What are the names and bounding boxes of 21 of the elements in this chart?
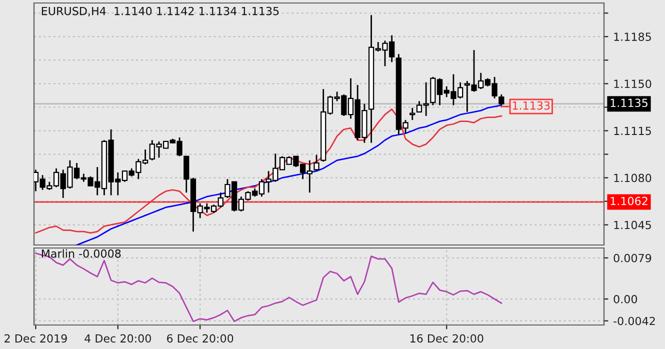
candlestick [498,94,504,106]
ref-line-label: 1.1062 [610,196,648,206]
ref-line-label: 1.1135 [610,98,648,108]
y-tick-label: 0.0079 [614,254,652,262]
candlestick [410,107,416,121]
line-series [35,108,502,234]
y-tick-label: 1.1080 [614,174,652,182]
candlestick [314,154,320,172]
y-tick-label: 1.1045 [614,220,651,230]
chart-title: EURUSD,H4 1.1140 1.1142 1.1134 1.1135 [42,6,279,16]
y-tick-label: 1.1150 [614,80,652,88]
x-tick-label: 16 Dec 20:00 [410,334,484,343]
y-tick-label: 0.00 [614,294,638,304]
y-tick-label: 1.1115 [614,126,651,136]
y-tick-label: 1.1185 [614,32,651,41]
annotation: 1.1133 [512,101,550,110]
x-tick-label: 4 Dec 20:00 [84,334,151,343]
x-tick-label: 6 Dec 20:00 [167,334,234,343]
x-tick-label: 2 Dec 2019 [4,334,67,343]
y-tick-label: -0.0042 [614,316,655,326]
chart-title: Marlin -0.0008 [42,249,121,258]
